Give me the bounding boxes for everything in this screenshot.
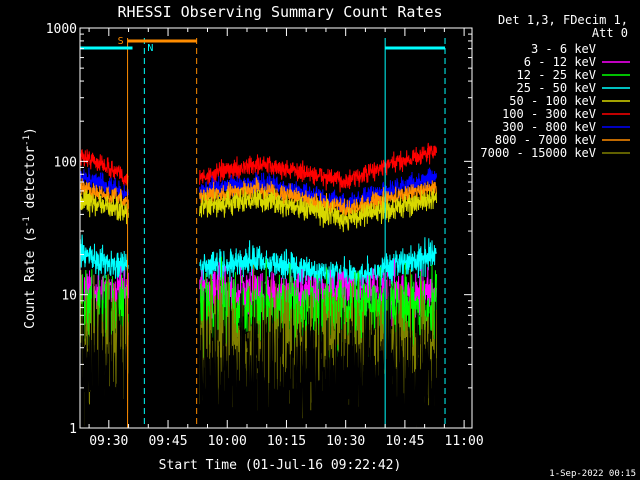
x-tick-label-4: 10:30 xyxy=(326,434,365,449)
x-tick-label-2: 10:00 xyxy=(208,434,247,449)
plot-frame xyxy=(79,27,473,429)
x-tick-label-5: 10:45 xyxy=(385,434,424,449)
x-tick-label-6: 11:00 xyxy=(445,434,484,449)
footer-timestamp: 1-Sep-2022 00:15 xyxy=(549,469,636,479)
legend-label-3: 25 - 50 keV xyxy=(517,81,596,95)
legend-label-2: 12 - 25 keV xyxy=(517,68,596,82)
legend-label-7: 800 - 7000 keV xyxy=(495,133,596,147)
legend-label-1: 6 - 12 keV xyxy=(524,55,596,69)
series-line-1-seg-1 xyxy=(199,167,437,214)
legend-label-5: 100 - 300 keV xyxy=(502,107,596,121)
x-tick-label-3: 10:15 xyxy=(267,434,306,449)
flag-label-s: S xyxy=(118,36,124,47)
legend-label-4: 50 - 100 keV xyxy=(509,94,596,108)
legend-label-0: 3 - 6 keV xyxy=(531,42,596,56)
legend-header-line-2: Att 0 xyxy=(592,26,628,40)
y-tick-label-0: 1 xyxy=(69,422,77,437)
series-line-0-seg-0 xyxy=(79,149,129,186)
y-axis-label-sup2: -1 xyxy=(22,135,32,146)
y-axis-label-end: ) xyxy=(23,127,38,135)
y-tick-label-2: 100 xyxy=(54,155,77,170)
y-axis-label-tail: detector xyxy=(23,146,38,217)
legend-label-6: 300 - 800 keV xyxy=(502,120,596,134)
x-axis-label: Start Time (01-Jul-16 09:22:42) xyxy=(159,458,402,473)
series-line-3-seg-1 xyxy=(199,187,437,233)
series-line-6-seg-1 xyxy=(199,256,437,361)
flag-label-n: N xyxy=(147,43,153,54)
x-tick-label-1: 09:45 xyxy=(148,434,187,449)
series-line-4-seg-0 xyxy=(79,234,129,281)
axes-layer: 1 10 100 1000 09:30 09:45 10:00 10:15 10:30 10:45… xyxy=(46,22,484,449)
series-line-8-seg-1 xyxy=(199,268,437,430)
y-axis-label: Count Rate (s-1 detector-1) xyxy=(22,127,38,329)
series-line-4-seg-1 xyxy=(199,237,437,293)
legend-label-8: 7000 - 15000 keV xyxy=(480,146,596,160)
y-tick-label-3: 1000 xyxy=(46,22,77,37)
data-layer xyxy=(79,142,437,430)
x-tick-label-0: 09:30 xyxy=(89,434,128,449)
chart-title: RHESSI Observing Summary Count Rates xyxy=(117,3,442,21)
y-tick-label-1: 10 xyxy=(61,289,77,304)
legend-header-line-1: Det 1,3, FDecim 1, xyxy=(498,13,628,27)
y-axis-label-part: Count Rate (s xyxy=(23,227,38,329)
series-line-3-seg-0 xyxy=(79,189,129,225)
series-line-8-seg-0 xyxy=(79,281,129,430)
y-axis-label-sup: -1 xyxy=(22,216,32,227)
